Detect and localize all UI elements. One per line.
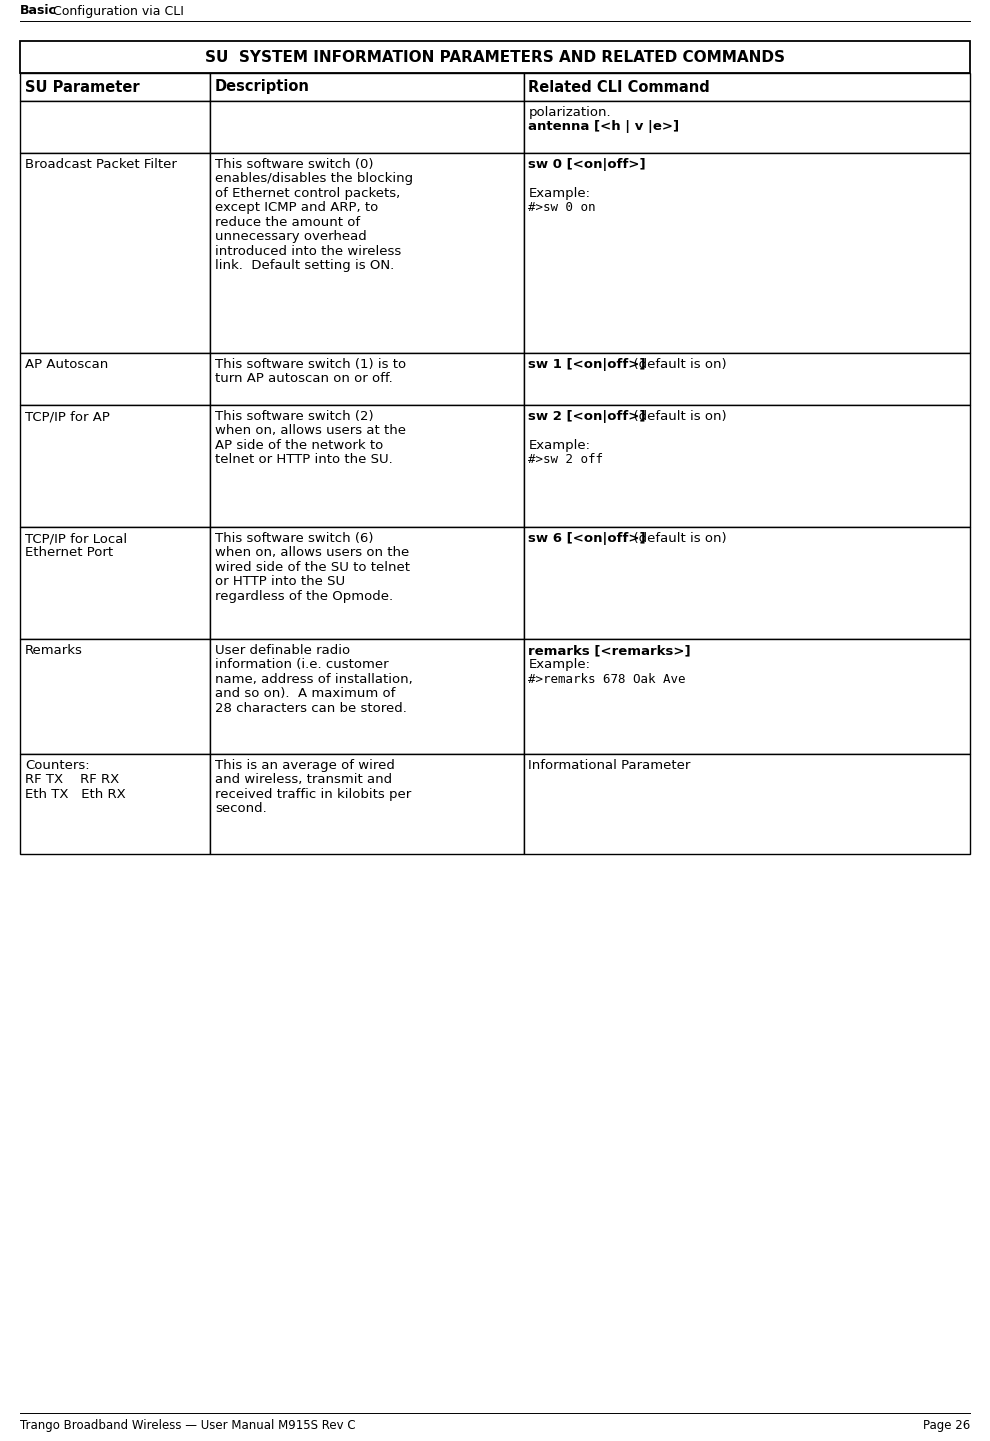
Text: Related CLI Command: Related CLI Command	[529, 79, 710, 95]
Text: Example:: Example:	[529, 187, 590, 200]
Text: AP side of the network to: AP side of the network to	[215, 440, 383, 452]
Text: #>sw 2 off: #>sw 2 off	[529, 454, 604, 467]
Text: 28 characters can be stored.: 28 characters can be stored.	[215, 702, 407, 715]
Text: received traffic in kilobits per: received traffic in kilobits per	[215, 788, 411, 801]
Bar	[210, 101, 524, 153]
Text: Example:: Example:	[529, 659, 590, 672]
Text: Ethernet Port: Ethernet Port	[25, 546, 113, 559]
Text: This software switch (2): This software switch (2)	[215, 411, 373, 424]
Text: This is an average of wired: This is an average of wired	[215, 759, 395, 772]
Text: User definable radio: User definable radio	[215, 644, 350, 657]
Text: Basic: Basic	[20, 4, 56, 17]
Bar	[20, 527, 210, 638]
Bar	[524, 527, 970, 638]
Bar	[20, 40, 970, 73]
Bar	[524, 638, 970, 754]
Text: information (i.e. customer: information (i.e. customer	[215, 659, 389, 672]
Text: wired side of the SU to telnet: wired side of the SU to telnet	[215, 561, 410, 574]
Bar	[524, 153, 970, 353]
Text: except ICMP and ARP, to: except ICMP and ARP, to	[215, 202, 378, 215]
Text: sw 2 [<on|off>]: sw 2 [<on|off>]	[529, 411, 646, 424]
Text: This software switch (0): This software switch (0)	[215, 159, 373, 171]
Text: Counters:: Counters:	[25, 759, 90, 772]
Text: regardless of the Opmode.: regardless of the Opmode.	[215, 589, 393, 602]
Text: RF TX    RF RX: RF TX RF RX	[25, 774, 119, 787]
Text: unnecessary overhead: unnecessary overhead	[215, 231, 366, 244]
Text: (default is on): (default is on)	[626, 411, 727, 424]
Text: of Ethernet control packets,: of Ethernet control packets,	[215, 187, 400, 200]
Text: This software switch (1) is to: This software switch (1) is to	[215, 357, 406, 370]
Bar	[210, 638, 524, 754]
Text: telnet or HTTP into the SU.: telnet or HTTP into the SU.	[215, 454, 393, 467]
Text: or HTTP into the SU: or HTTP into the SU	[215, 575, 346, 588]
Text: #>remarks 678 Oak Ave: #>remarks 678 Oak Ave	[529, 673, 686, 686]
Text: TCP/IP for Local: TCP/IP for Local	[25, 532, 127, 545]
Bar	[524, 405, 970, 527]
Text: (default is on): (default is on)	[626, 532, 727, 545]
Bar	[524, 101, 970, 153]
Text: link.  Default setting is ON.: link. Default setting is ON.	[215, 259, 394, 272]
Text: enables/disables the blocking: enables/disables the blocking	[215, 173, 413, 186]
Bar	[20, 353, 210, 405]
Bar	[210, 527, 524, 638]
Text: name, address of installation,: name, address of installation,	[215, 673, 413, 686]
Text: Trango Broadband Wireless — User Manual M915S Rev C: Trango Broadband Wireless — User Manual …	[20, 1418, 355, 1431]
Text: and so on).  A maximum of: and so on). A maximum of	[215, 687, 395, 700]
Text: sw 6 [<on|off>]: sw 6 [<on|off>]	[529, 532, 646, 545]
Text: Configuration via CLI: Configuration via CLI	[49, 4, 184, 17]
Text: Remarks: Remarks	[25, 644, 83, 657]
Text: TCP/IP for AP: TCP/IP for AP	[25, 411, 110, 424]
Bar	[524, 754, 970, 855]
Text: polarization.: polarization.	[529, 107, 611, 120]
Text: Page 26: Page 26	[923, 1418, 970, 1431]
Bar	[20, 405, 210, 527]
Text: SU  SYSTEM INFORMATION PARAMETERS AND RELATED COMMANDS: SU SYSTEM INFORMATION PARAMETERS AND REL…	[205, 49, 785, 65]
Bar	[20, 73, 210, 101]
Text: second.: second.	[215, 803, 266, 816]
Bar	[210, 405, 524, 527]
Text: sw 0 [<on|off>]: sw 0 [<on|off>]	[529, 159, 646, 171]
Text: Description: Description	[215, 79, 310, 95]
Text: Broadcast Packet Filter: Broadcast Packet Filter	[25, 159, 177, 171]
Text: turn AP autoscan on or off.: turn AP autoscan on or off.	[215, 372, 393, 385]
Bar	[210, 153, 524, 353]
Bar	[20, 638, 210, 754]
Text: sw 1 [<on|off>]: sw 1 [<on|off>]	[529, 357, 646, 370]
Text: antenna [<h | v |e>]: antenna [<h | v |e>]	[529, 121, 679, 134]
Text: and wireless, transmit and: and wireless, transmit and	[215, 774, 392, 787]
Bar	[210, 73, 524, 101]
Text: Eth TX   Eth RX: Eth TX Eth RX	[25, 788, 126, 801]
Text: AP Autoscan: AP Autoscan	[25, 357, 108, 370]
Bar	[20, 754, 210, 855]
Bar	[210, 754, 524, 855]
Bar	[20, 101, 210, 153]
Text: introduced into the wireless: introduced into the wireless	[215, 245, 401, 258]
Bar	[210, 353, 524, 405]
Text: This software switch (6): This software switch (6)	[215, 532, 373, 545]
Text: (default is on): (default is on)	[626, 357, 727, 370]
Bar	[524, 73, 970, 101]
Text: reduce the amount of: reduce the amount of	[215, 216, 360, 229]
Text: SU Parameter: SU Parameter	[25, 79, 140, 95]
Text: Informational Parameter: Informational Parameter	[529, 759, 691, 772]
Text: #>sw 0 on: #>sw 0 on	[529, 202, 596, 215]
Bar	[524, 353, 970, 405]
Text: when on, allows users at the: when on, allows users at the	[215, 425, 406, 438]
Bar	[20, 153, 210, 353]
Text: Example:: Example:	[529, 440, 590, 452]
Text: when on, allows users on the: when on, allows users on the	[215, 546, 409, 559]
Text: remarks [<remarks>]: remarks [<remarks>]	[529, 644, 691, 657]
